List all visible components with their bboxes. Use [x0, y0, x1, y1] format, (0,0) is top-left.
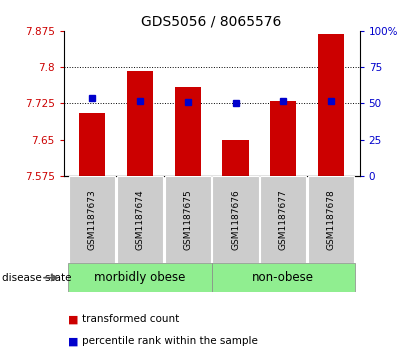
Bar [260, 176, 307, 263]
Text: GSM1187673: GSM1187673 [88, 189, 97, 250]
Bar [69, 263, 212, 292]
Text: GSM1187675: GSM1187675 [183, 189, 192, 250]
Text: GSM1187674: GSM1187674 [136, 189, 145, 250]
Text: ■: ■ [68, 336, 79, 346]
Bar [212, 263, 355, 292]
Text: transformed count: transformed count [82, 314, 180, 325]
Bar [222, 140, 249, 176]
Bar [308, 176, 354, 263]
Bar [79, 113, 106, 176]
Text: morbidly obese: morbidly obese [95, 271, 186, 284]
Bar [318, 34, 344, 176]
Text: GSM1187677: GSM1187677 [279, 189, 288, 250]
Text: non-obese: non-obese [252, 271, 314, 284]
Text: disease state: disease state [2, 273, 72, 283]
Bar [165, 176, 211, 263]
Text: percentile rank within the sample: percentile rank within the sample [82, 336, 258, 346]
Bar [270, 101, 296, 176]
Text: GSM1187676: GSM1187676 [231, 189, 240, 250]
Text: GSM1187678: GSM1187678 [326, 189, 335, 250]
Bar [212, 176, 259, 263]
Title: GDS5056 / 8065576: GDS5056 / 8065576 [141, 14, 282, 28]
Bar [175, 87, 201, 176]
Bar [117, 176, 163, 263]
Text: ■: ■ [68, 314, 79, 325]
Bar [69, 176, 115, 263]
Bar [127, 70, 153, 176]
